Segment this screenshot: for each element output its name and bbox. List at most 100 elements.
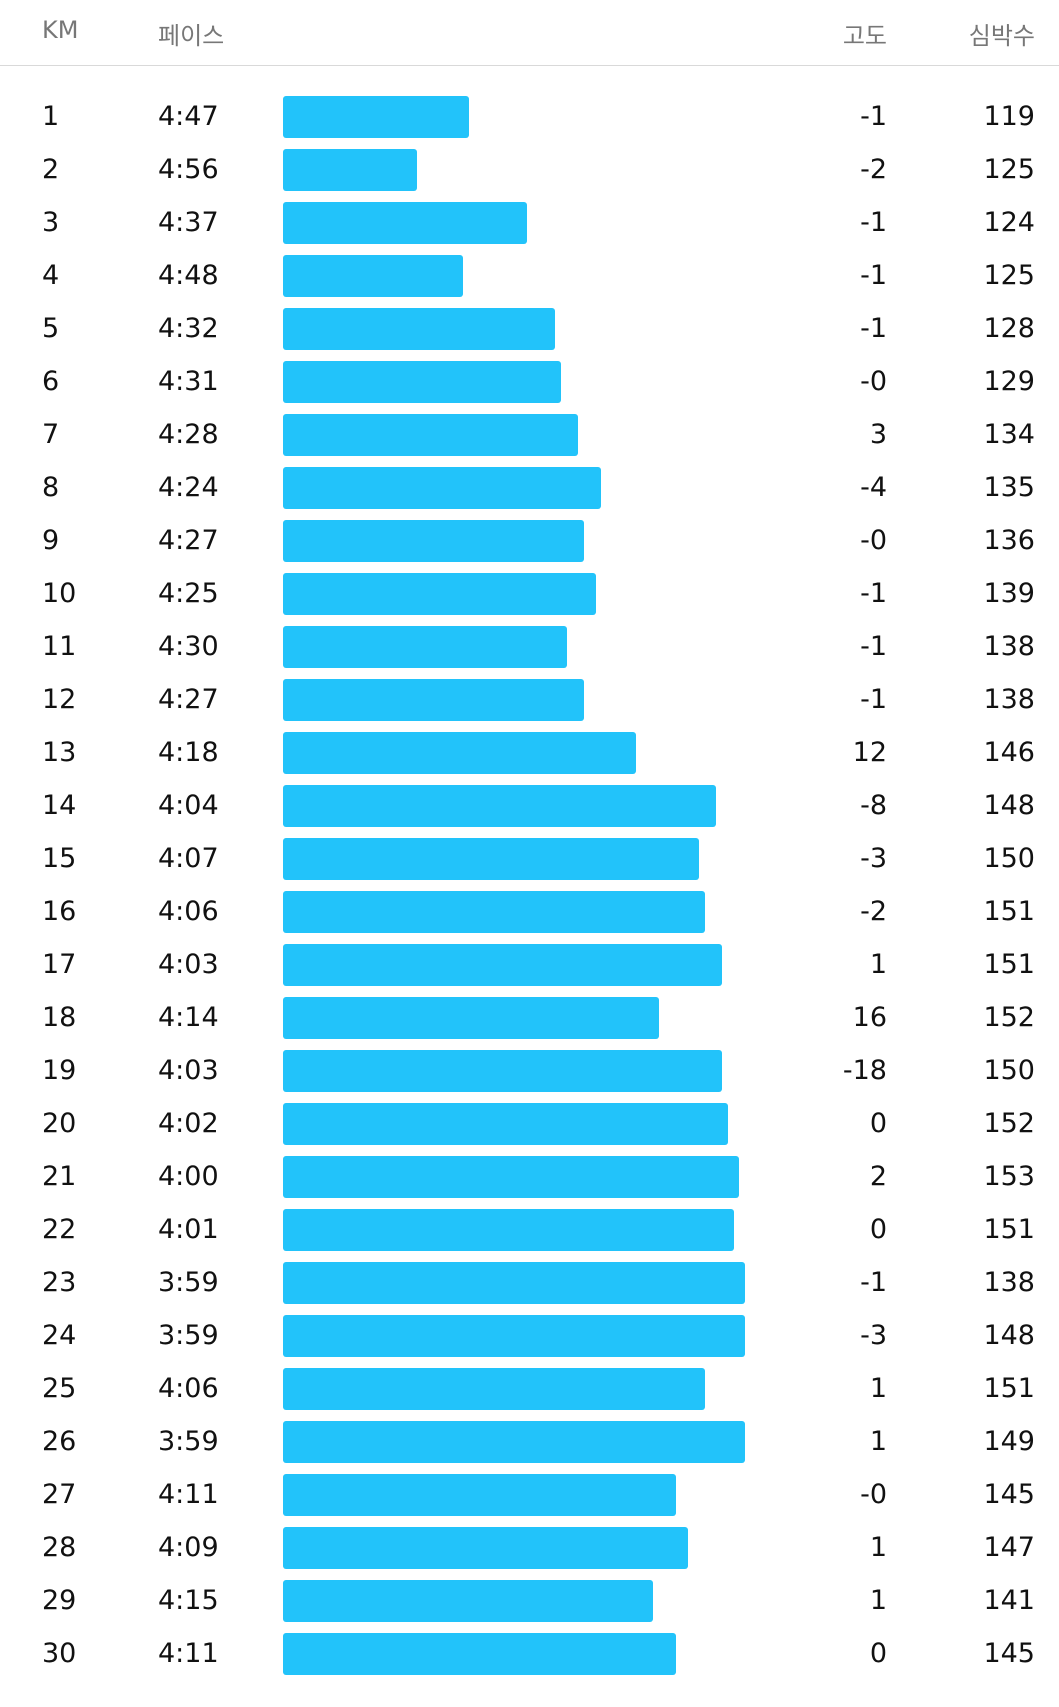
split-heart-rate: 135 bbox=[983, 472, 1035, 503]
split-heart-rate: 138 bbox=[983, 1267, 1035, 1298]
split-elevation: -1 bbox=[860, 684, 887, 715]
split-row: 15 4:07 -3 150 bbox=[0, 838, 1059, 891]
split-row: 5 4:32 -1 128 bbox=[0, 308, 1059, 361]
split-pace: 4:04 bbox=[158, 790, 219, 821]
pace-bar-track bbox=[283, 1315, 753, 1357]
split-row: 7 4:28 3 134 bbox=[0, 414, 1059, 467]
split-heart-rate: 134 bbox=[983, 419, 1035, 450]
split-row: 2 4:56 -2 125 bbox=[0, 149, 1059, 202]
split-heart-rate: 149 bbox=[983, 1426, 1035, 1457]
split-pace: 4:27 bbox=[158, 525, 219, 556]
split-pace: 4:24 bbox=[158, 472, 219, 503]
split-heart-rate: 138 bbox=[983, 631, 1035, 662]
split-row: 8 4:24 -4 135 bbox=[0, 467, 1059, 520]
split-pace: 4:18 bbox=[158, 737, 219, 768]
split-row: 25 4:06 1 151 bbox=[0, 1368, 1059, 1421]
split-row: 1 4:47 -1 119 bbox=[0, 96, 1059, 149]
split-heart-rate: 151 bbox=[983, 1373, 1035, 1404]
split-elevation: 12 bbox=[852, 737, 887, 768]
split-km: 16 bbox=[42, 896, 77, 927]
split-km: 25 bbox=[42, 1373, 77, 1404]
split-heart-rate: 141 bbox=[983, 1585, 1035, 1616]
pace-bar-track bbox=[283, 202, 753, 244]
split-heart-rate: 147 bbox=[983, 1532, 1035, 1563]
split-elevation: -3 bbox=[860, 1320, 887, 1351]
pace-bar-track bbox=[283, 1103, 753, 1145]
pace-bar bbox=[283, 997, 659, 1039]
split-row: 18 4:14 16 152 bbox=[0, 997, 1059, 1050]
pace-bar-track bbox=[283, 361, 753, 403]
split-pace: 4:03 bbox=[158, 949, 219, 980]
split-row: 29 4:15 1 141 bbox=[0, 1580, 1059, 1633]
split-elevation: -2 bbox=[860, 154, 887, 185]
split-heart-rate: 148 bbox=[983, 1320, 1035, 1351]
split-km: 1 bbox=[42, 101, 60, 132]
split-km: 6 bbox=[42, 366, 60, 397]
split-elevation: 0 bbox=[869, 1638, 887, 1669]
heart-rate-column-header: 심박수 bbox=[968, 22, 1035, 50]
pace-bar bbox=[283, 96, 469, 138]
split-heart-rate: 119 bbox=[983, 101, 1035, 132]
split-elevation: -18 bbox=[842, 1055, 887, 1086]
km-column-header: KM bbox=[42, 16, 79, 44]
split-row: 30 4:11 0 145 bbox=[0, 1633, 1059, 1686]
split-heart-rate: 150 bbox=[983, 843, 1035, 874]
pace-bar bbox=[283, 308, 556, 350]
pace-bar bbox=[283, 1527, 688, 1569]
pace-bar-track bbox=[283, 679, 753, 721]
split-km: 14 bbox=[42, 790, 77, 821]
pace-bar-track bbox=[283, 1209, 753, 1251]
pace-bar-track bbox=[283, 308, 753, 350]
split-km: 18 bbox=[42, 1002, 77, 1033]
split-pace: 4:09 bbox=[158, 1532, 219, 1563]
pace-bar-track bbox=[283, 1474, 753, 1516]
split-heart-rate: 139 bbox=[983, 578, 1035, 609]
pace-bar-track bbox=[283, 1421, 753, 1463]
pace-bar bbox=[283, 1474, 676, 1516]
split-heart-rate: 153 bbox=[983, 1161, 1035, 1192]
split-pace: 4:02 bbox=[158, 1108, 219, 1139]
pace-bar-track bbox=[283, 785, 753, 827]
split-km: 28 bbox=[42, 1532, 77, 1563]
split-row: 21 4:00 2 153 bbox=[0, 1156, 1059, 1209]
split-row: 19 4:03 -18 150 bbox=[0, 1050, 1059, 1103]
split-row: 10 4:25 -1 139 bbox=[0, 573, 1059, 626]
split-elevation: -1 bbox=[860, 260, 887, 291]
split-pace: 4:47 bbox=[158, 101, 219, 132]
split-km: 21 bbox=[42, 1161, 77, 1192]
split-row: 17 4:03 1 151 bbox=[0, 944, 1059, 997]
split-pace: 4:07 bbox=[158, 843, 219, 874]
split-elevation: -0 bbox=[860, 1479, 887, 1510]
pace-bar-track bbox=[283, 255, 753, 297]
pace-bar bbox=[283, 467, 602, 509]
split-km: 19 bbox=[42, 1055, 77, 1086]
split-heart-rate: 138 bbox=[983, 684, 1035, 715]
split-elevation: -1 bbox=[860, 631, 887, 662]
split-pace: 4:30 bbox=[158, 631, 219, 662]
split-pace: 4:48 bbox=[158, 260, 219, 291]
split-km: 8 bbox=[42, 472, 60, 503]
pace-bar bbox=[283, 255, 464, 297]
pace-bar bbox=[283, 1050, 722, 1092]
split-km: 23 bbox=[42, 1267, 77, 1298]
split-row: 14 4:04 -8 148 bbox=[0, 785, 1059, 838]
pace-bar-track bbox=[283, 1050, 753, 1092]
pace-bar-track bbox=[283, 467, 753, 509]
split-elevation: -8 bbox=[860, 790, 887, 821]
split-row: 13 4:18 12 146 bbox=[0, 732, 1059, 785]
split-km: 5 bbox=[42, 313, 60, 344]
pace-bar bbox=[283, 838, 699, 880]
split-row: 27 4:11 -0 145 bbox=[0, 1474, 1059, 1527]
split-pace: 4:32 bbox=[158, 313, 219, 344]
split-pace: 4:11 bbox=[158, 1479, 219, 1510]
split-pace: 4:11 bbox=[158, 1638, 219, 1669]
split-heart-rate: 150 bbox=[983, 1055, 1035, 1086]
split-row: 4 4:48 -1 125 bbox=[0, 255, 1059, 308]
split-pace: 4:56 bbox=[158, 154, 219, 185]
split-row: 20 4:02 0 152 bbox=[0, 1103, 1059, 1156]
split-km: 3 bbox=[42, 207, 60, 238]
pace-bar-track bbox=[283, 626, 753, 668]
split-km: 22 bbox=[42, 1214, 77, 1245]
split-row: 6 4:31 -0 129 bbox=[0, 361, 1059, 414]
split-km: 15 bbox=[42, 843, 77, 874]
